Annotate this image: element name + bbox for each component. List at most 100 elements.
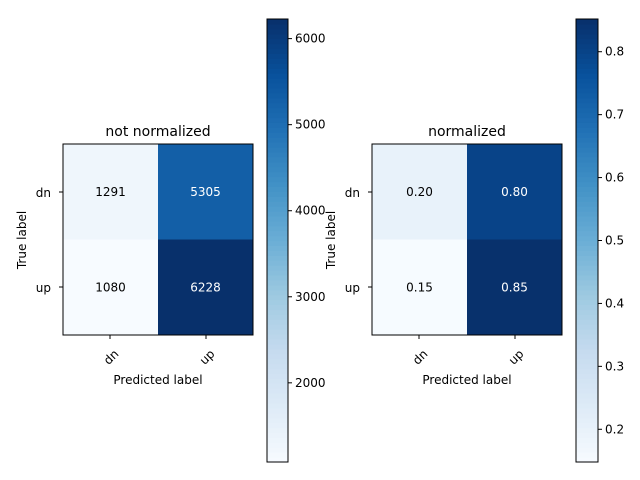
cell-value-label: 0.15 [406,280,433,294]
colorbar-segment [267,289,288,296]
colorbar-segment [267,417,288,424]
colorbar-frame [266,18,289,463]
plot-frame [371,143,563,336]
colorbar-segment [267,28,288,35]
colorbar-segment [267,33,288,40]
cell-value-label: 1291 [95,185,126,199]
colorbar-ticks: 0.2 0.3 0.4 0.5 0.6 0.7 0.8 [598,45,624,436]
colorbar-segment [576,245,598,251]
colorbar-segment [267,191,288,197]
colorbar-segment [576,294,598,301]
colorbar-tick-label: 6000 [295,32,326,46]
colorbar-segment [267,447,288,453]
colorbar-segment [576,107,598,114]
heatmap-cell [467,144,563,240]
colorbar-segment [576,398,598,404]
colorbar-segment [576,166,598,173]
colorbar-segment [576,78,598,84]
colorbar-segment [267,388,288,394]
colorbar-segment [267,230,288,237]
y-axis: dn up True label [15,186,63,295]
y-axis-label: True label [15,211,29,270]
colorbar-segment [576,338,598,345]
colorbar-segment [267,378,288,384]
colorbar-segment [576,412,598,419]
colorbar-segment [576,393,598,399]
cell-value-label: 5305 [190,185,221,199]
colorbar-segment [267,324,288,330]
colorbar-segment [576,260,598,266]
colorbar-segment [576,210,598,217]
colorbar-segment [267,422,288,429]
colorbar-segment [576,33,598,40]
colorbar-segment [267,294,288,301]
colorbar-segment [576,402,598,409]
colorbar-segment [267,43,288,50]
colorbar-segment [576,122,598,128]
colorbar-segment [267,299,288,306]
colorbar-segment [267,48,288,55]
colorbar-segment [576,196,598,202]
colorbar-segment [576,427,598,434]
colorbar-tick-label: 0.5 [605,234,624,248]
colorbar-segment [576,457,598,463]
colorbar-segment [267,102,288,109]
colorbar-segment [267,92,288,99]
x-axis-label: Predicted label [422,373,511,387]
colorbar-segment [576,151,598,158]
colorbar-segment [267,127,288,133]
colorbar-segment [267,245,288,251]
x-axis-label: Predicted label [113,373,202,387]
colorbar-segment [576,92,598,99]
cell-value-label: 1080 [95,280,126,294]
colorbar-segment [267,255,288,261]
colorbar-segment [576,230,598,237]
colorbar-segment [576,220,598,227]
colorbar-segment [267,63,288,69]
colorbar-segment [576,407,598,414]
colorbar-segment [267,250,288,256]
colorbar-segment [576,314,598,320]
colorbar-segment [267,407,288,414]
colorbar-segment [576,102,598,109]
cell-value-label: 0.85 [501,280,528,294]
colorbar-segment [267,329,288,335]
colorbar-segment [576,117,598,123]
colorbar-segment [576,250,598,256]
cell-value-label: 6228 [190,280,221,294]
colorbar-segment [267,166,288,173]
y-tick-label: up [36,281,51,295]
colorbar-segment [267,78,288,84]
colorbar-segment [576,23,598,30]
colorbar-segment [267,274,288,281]
colorbar-segment [576,112,598,119]
colorbar-segment [267,210,288,217]
cell-value-label: 0.20 [406,185,433,199]
colorbar-segment [576,299,598,306]
colorbar-segment [576,452,598,458]
colorbar-segment [576,373,598,379]
colorbar-segment [576,68,598,74]
colorbar-segment [576,368,598,374]
colorbar-segment [576,132,598,138]
heatmap-cell [158,239,254,336]
colorbar-segment [576,225,598,232]
colorbar-segment [267,235,288,242]
y-tick-label: dn [345,186,360,200]
colorbar-segment [576,19,598,25]
colorbar-tick-label: 0.6 [605,171,624,185]
cell-value-label: 0.80 [501,185,528,199]
colorbar-segment [267,240,288,247]
colorbar-segment [576,422,598,429]
colorbar-segment [576,82,598,89]
colorbar-segment [267,270,288,276]
colorbar-segment [576,201,598,207]
colorbar-segment [267,151,288,158]
colorbar-segment [576,43,598,50]
colorbar-segment [267,402,288,409]
colorbar-segment [576,319,598,325]
colorbar-segment [576,240,598,247]
colorbar-segment [267,73,288,79]
chart-title: not normalized [105,124,210,140]
